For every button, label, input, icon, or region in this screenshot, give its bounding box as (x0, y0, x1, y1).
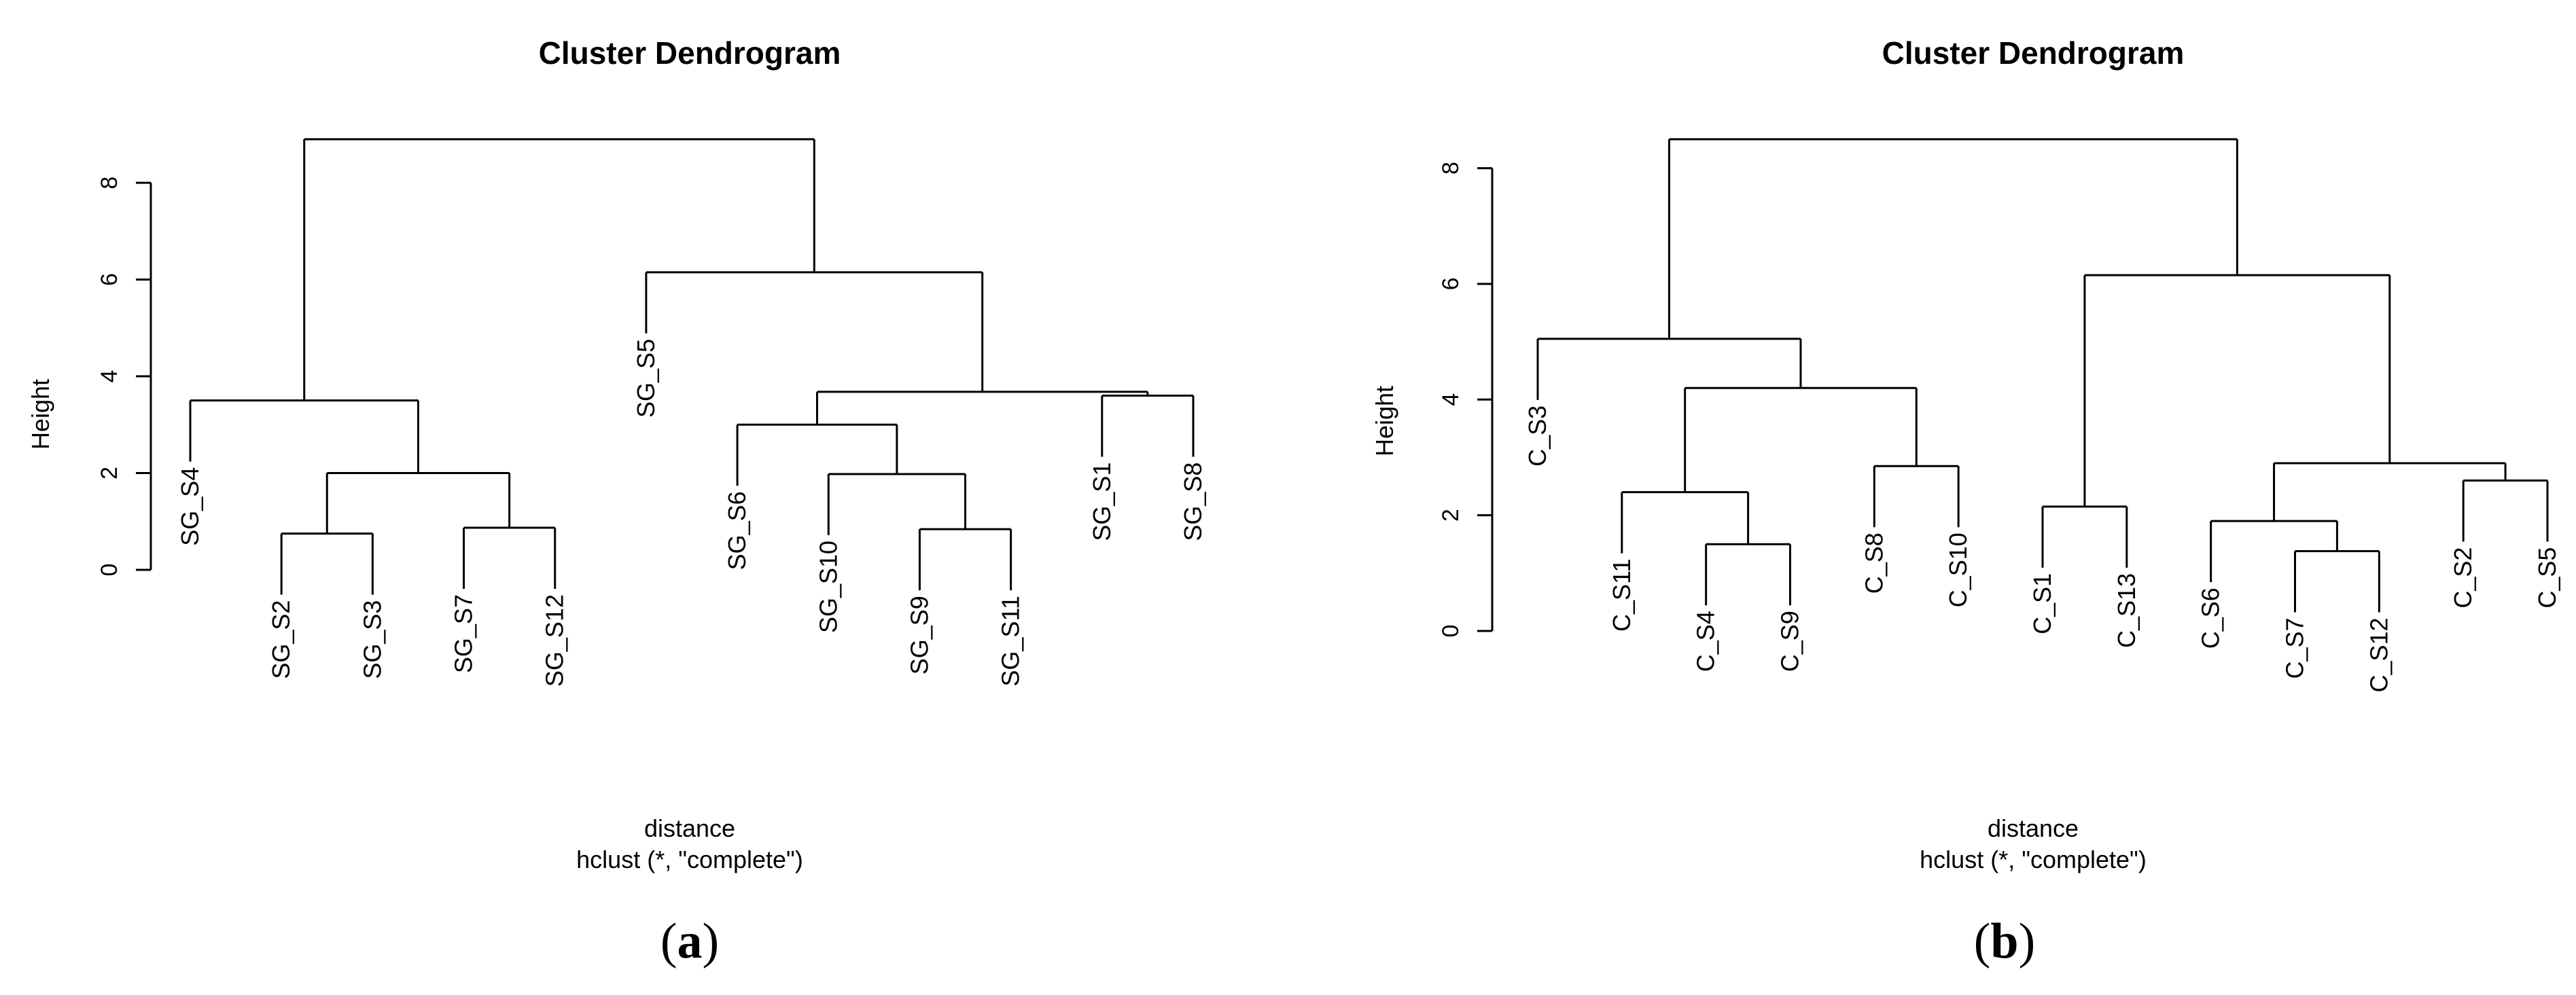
y-tick-label: 6 (96, 273, 122, 286)
chart-title: Cluster Dendrogram (539, 35, 841, 71)
leaf-label: C_S9 (1776, 611, 1804, 672)
merge-node (1873, 465, 1960, 528)
y-axis: 0 2 4 6 8 (1438, 162, 1494, 638)
merge-node (189, 399, 419, 473)
leaf-label: SG_S5 (632, 339, 660, 418)
merge-node (2273, 462, 2507, 522)
leaf-label: C_S13 (2113, 573, 2140, 648)
y-tick-label: 8 (1438, 162, 1464, 175)
merge-node (2294, 549, 2380, 613)
chart-title: Cluster Dendrogram (1882, 35, 2185, 71)
merge-node (827, 473, 967, 535)
leaf-label: SG_S10 (814, 541, 842, 633)
merge-node (1101, 395, 1195, 457)
merge-node (2083, 274, 2391, 507)
merge-node (1536, 338, 1802, 400)
leaf-label: C_S8 (1860, 532, 1888, 594)
leaf-label: C_S1 (2028, 573, 2056, 634)
leaf-label: SG_S7 (450, 594, 478, 673)
leaf-labels: C_S3 C_S11 C_S4 C_S9 C_S8 C_S10 C_S1 C_S13 C_S6 C… (1523, 405, 2561, 693)
y-tick-label: 8 (96, 177, 122, 189)
merge-node (463, 526, 557, 590)
merge-node (1684, 386, 1918, 492)
method-sublabel: hclust (*, "complete") (1920, 846, 2147, 873)
panel-label: (b) (1974, 913, 2035, 969)
merge-node (1705, 543, 1791, 606)
y-tick-label: 0 (96, 564, 122, 577)
y-tick-label: 0 (1438, 625, 1464, 638)
leaf-label: SG_S12 (541, 594, 569, 687)
leaf-label: C_S11 (1608, 559, 1636, 632)
leaf-labels: SG_S4 SG_S2 SG_S3 SG_S7 SG_S12 SG_S5 SG_S6 SG_S… (176, 339, 1207, 687)
leaf-label: C_S3 (1523, 405, 1551, 467)
leaf-label: SG_S6 (723, 491, 751, 570)
y-tick-label: 2 (1438, 509, 1464, 522)
dendrogram-tree (1536, 138, 2549, 613)
method-sublabel: hclust (*, "complete") (576, 846, 803, 873)
leaf-label: SG_S8 (1179, 463, 1207, 541)
merge-node (1668, 138, 2238, 339)
leaf-label: SG_S3 (358, 600, 386, 679)
y-tick-label: 6 (1438, 277, 1464, 290)
merge-node (303, 138, 815, 401)
y-tick-label: 4 (1438, 393, 1464, 406)
leaf-label: SG_S11 (997, 596, 1025, 686)
merge-node (280, 532, 374, 595)
panel-letter: b (1990, 913, 2018, 969)
dendrogram-panel-a: Cluster Dendrogram Height distance hclus… (27, 35, 1207, 969)
y-axis-label: Height (1371, 386, 1398, 456)
merge-node (816, 391, 1149, 425)
leaf-label: SG_S2 (267, 600, 295, 679)
merge-node (2041, 505, 2128, 568)
leaf-label: C_S12 (2365, 617, 2393, 692)
merge-node (645, 271, 984, 392)
leaf-label: SG_S4 (176, 467, 204, 546)
panel-label: (a) (660, 913, 719, 969)
x-axis-label: distance (1988, 814, 2079, 842)
leaf-label: C_S5 (2533, 547, 2561, 609)
merge-node (918, 528, 1012, 591)
panel-letter: a (677, 913, 703, 969)
merge-node (325, 472, 511, 534)
y-tick-label: 4 (96, 370, 122, 383)
y-axis-label: Height (27, 379, 54, 450)
dendrogram-panel-b: Cluster Dendrogram Height distance hclus… (1371, 35, 2561, 969)
leaf-label: SG_S9 (905, 596, 933, 674)
y-axis: 0 2 4 6 8 (96, 177, 152, 577)
leaf-label: C_S6 (2197, 587, 2225, 649)
dendrogram-tree (189, 138, 1195, 595)
leaf-label: SG_S1 (1088, 463, 1116, 541)
leaf-label: C_S7 (2281, 617, 2309, 679)
leaf-label: C_S2 (2449, 547, 2477, 609)
y-tick-label: 2 (96, 467, 122, 480)
merge-node (2462, 480, 2549, 542)
leaf-label: C_S10 (1944, 532, 1972, 607)
x-axis-label: distance (644, 814, 735, 842)
merge-node (736, 423, 898, 486)
leaf-label: C_S4 (1692, 611, 1720, 672)
